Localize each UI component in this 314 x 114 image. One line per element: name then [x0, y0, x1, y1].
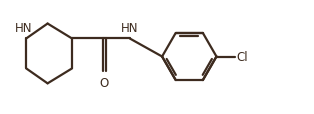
Text: HN: HN — [121, 22, 138, 34]
Text: O: O — [100, 76, 109, 89]
Text: HN: HN — [15, 22, 32, 34]
Text: Cl: Cl — [236, 51, 248, 63]
